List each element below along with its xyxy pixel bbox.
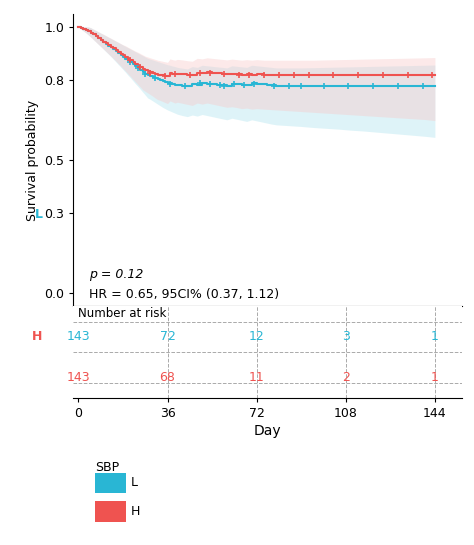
Text: 1: 1 [431,371,439,384]
Text: Number at risk: Number at risk [78,307,167,320]
Text: L: L [130,476,137,489]
Text: 72: 72 [160,330,175,343]
Text: 143: 143 [67,330,90,343]
Text: p = 0.12: p = 0.12 [89,269,144,281]
Text: H: H [32,330,42,343]
Text: 11: 11 [249,371,264,384]
X-axis label: Day: Day [254,424,282,438]
Text: L: L [35,208,42,221]
Text: 143: 143 [67,371,90,384]
Text: 12: 12 [249,330,264,343]
Text: HR = 0.65, 95CI% (0.37, 1.12): HR = 0.65, 95CI% (0.37, 1.12) [89,288,279,300]
Text: 1: 1 [431,330,439,343]
Text: 68: 68 [160,371,175,384]
Text: SBP: SBP [95,461,119,474]
Text: 3: 3 [342,330,350,343]
Y-axis label: Survival probability: Survival probability [26,99,39,221]
Text: 2: 2 [342,371,350,384]
Text: H: H [130,505,140,518]
